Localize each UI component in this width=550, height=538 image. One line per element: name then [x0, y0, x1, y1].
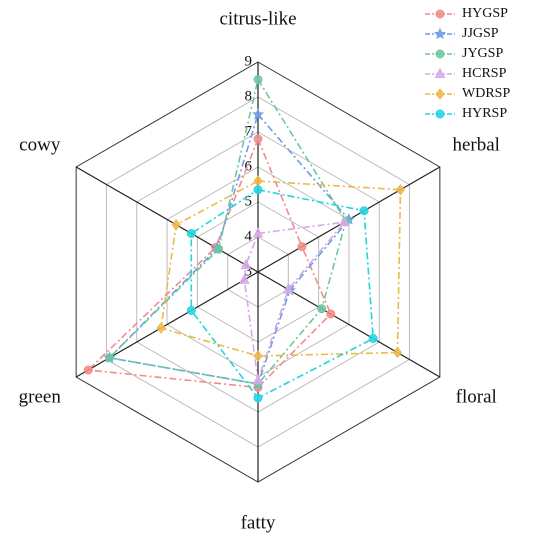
data-point	[253, 175, 263, 187]
data-point	[240, 258, 252, 269]
data-point	[252, 227, 264, 238]
data-point	[326, 309, 336, 319]
legend-item: HYGSP	[425, 6, 508, 21]
legend-label: HYRSP	[462, 106, 507, 121]
data-point	[83, 365, 93, 375]
legend-marker	[435, 109, 445, 119]
legend-item: HCRSP	[425, 66, 507, 81]
data-point	[253, 350, 263, 362]
data-point	[171, 218, 181, 231]
tick-label: 8	[245, 88, 253, 104]
data-point	[253, 185, 263, 195]
data-point	[395, 183, 406, 196]
axis-label: green	[19, 386, 62, 407]
data-point	[253, 75, 263, 84]
legend-item: WDRSP	[425, 86, 510, 101]
legend-item: JJGSP	[425, 26, 499, 41]
data-point	[104, 353, 114, 363]
data-point	[252, 374, 264, 385]
data-point	[317, 304, 327, 314]
data-point	[156, 322, 166, 334]
data-point	[297, 242, 307, 252]
data-point	[214, 244, 224, 254]
data-point	[186, 306, 196, 315]
data-point	[253, 393, 263, 403]
legend-label: JJGSP	[462, 26, 499, 41]
tick-label: 9	[245, 53, 253, 69]
legend-label: HCRSP	[462, 66, 507, 81]
data-point	[253, 134, 263, 144]
data-point	[339, 216, 350, 227]
legend-label: JYGSP	[462, 46, 503, 61]
tick-label: 5	[245, 193, 253, 209]
data-point	[251, 108, 265, 120]
axis-label: citrus-like	[219, 8, 296, 29]
tick-label: 7	[245, 123, 253, 139]
legend-label: HYGSP	[462, 6, 508, 21]
axis-label: fatty	[241, 512, 276, 533]
axis-label: floral	[456, 386, 497, 407]
axis-line	[75, 166, 259, 273]
legend-label: WDRSP	[462, 86, 510, 101]
data-point	[186, 229, 196, 238]
legend-marker	[435, 49, 445, 59]
tick-label: 3	[245, 263, 253, 279]
legend-marker	[435, 88, 445, 100]
legend-item: HYRSP	[425, 106, 507, 121]
series-line	[107, 112, 350, 385]
data-point	[368, 334, 378, 343]
legend-item: JYGSP	[425, 46, 503, 61]
tick-label: 6	[245, 158, 253, 174]
axis-label: cowy	[19, 134, 61, 155]
data-point	[282, 283, 294, 294]
legend-marker	[434, 67, 446, 78]
data-point	[392, 346, 403, 359]
legend-marker	[433, 27, 447, 40]
tick-label: 4	[245, 228, 253, 244]
data-point	[239, 273, 250, 284]
series-line	[86, 136, 332, 389]
legend-marker	[435, 9, 445, 19]
axis-label: herbal	[452, 134, 499, 155]
data-point	[359, 206, 369, 216]
